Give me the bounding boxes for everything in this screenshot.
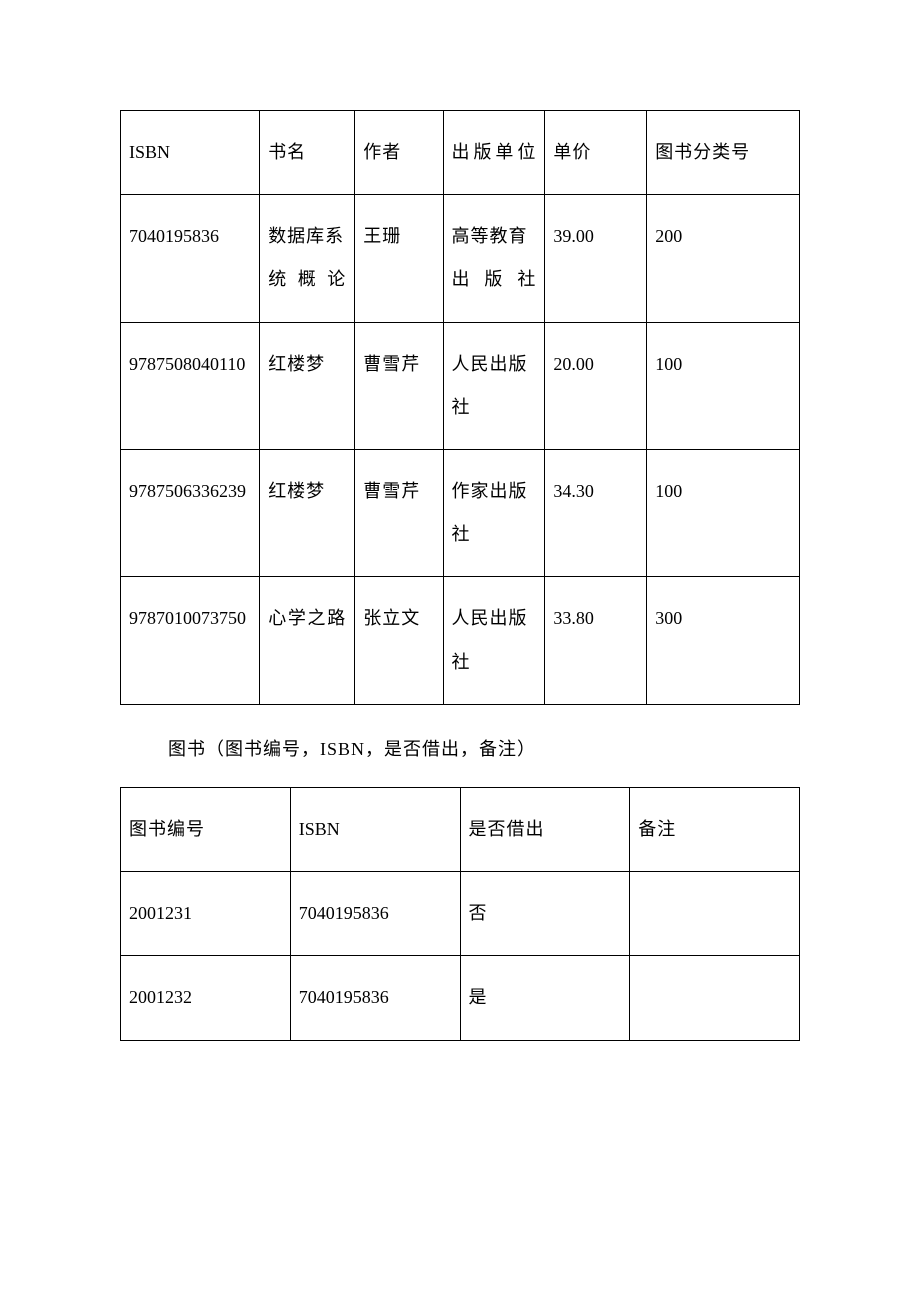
table-row: 9787506336239 红楼梦 曹雪芹 作家出版社 34.30 100 [121,449,800,576]
cell-isbn: 7040195836 [121,195,260,322]
cell-publisher: 人民出版社 [443,577,545,704]
cell-author: 曹雪芹 [355,322,443,449]
cell-category: 200 [647,195,800,322]
cell-author: 王珊 [355,195,443,322]
header-price: 单价 [545,111,647,195]
table-row: 2001231 7040195836 否 [121,872,800,956]
cell-isbn: 7040195836 [290,956,460,1040]
header-lent: 是否借出 [460,788,630,872]
header-title: 书名 [260,111,355,195]
cell-isbn: 7040195836 [290,872,460,956]
cell-price: 34.30 [545,449,647,576]
header-author: 作者 [355,111,443,195]
table-row: 9787010073750 心学之路 张立文 人民出版社 33.80 300 [121,577,800,704]
table-row: 2001232 7040195836 是 [121,956,800,1040]
cell-title: 数据库系统概论 [260,195,355,322]
cell-price: 20.00 [545,322,647,449]
cell-remark [630,872,800,956]
cell-title: 心学之路 [260,577,355,704]
book-inventory-table: 图书编号 ISBN 是否借出 备注 2001231 7040195836 否 2… [120,787,800,1041]
cell-lent: 否 [460,872,630,956]
cell-author: 曹雪芹 [355,449,443,576]
table-row: 9787508040110 红楼梦 曹雪芹 人民出版社 20.00 100 [121,322,800,449]
cell-publisher: 人民出版社 [443,322,545,449]
cell-category: 100 [647,449,800,576]
cell-remark [630,956,800,1040]
cell-isbn: 9787508040110 [121,322,260,449]
table2-caption: 图书（图书编号，ISBN，是否借出，备注） [120,733,800,765]
header-isbn: ISBN [290,788,460,872]
table-row: 7040195836 数据库系统概论 王珊 高等教育出版社 39.00 200 [121,195,800,322]
cell-price: 39.00 [545,195,647,322]
cell-isbn: 9787506336239 [121,449,260,576]
cell-price: 33.80 [545,577,647,704]
cell-publisher: 作家出版社 [443,449,545,576]
header-publisher: 出版单位 [443,111,545,195]
header-category: 图书分类号 [647,111,800,195]
header-book-id: 图书编号 [121,788,291,872]
cell-category: 300 [647,577,800,704]
cell-book-id: 2001231 [121,872,291,956]
cell-isbn: 9787010073750 [121,577,260,704]
cell-lent: 是 [460,956,630,1040]
header-isbn: ISBN [121,111,260,195]
book-catalog-table: ISBN 书名 作者 出版单位 单价 图书分类号 7040195836 数据库系… [120,110,800,705]
cell-publisher: 高等教育出版社 [443,195,545,322]
cell-title: 红楼梦 [260,322,355,449]
table-header-row: 图书编号 ISBN 是否借出 备注 [121,788,800,872]
header-remark: 备注 [630,788,800,872]
cell-title: 红楼梦 [260,449,355,576]
table-header-row: ISBN 书名 作者 出版单位 单价 图书分类号 [121,111,800,195]
cell-book-id: 2001232 [121,956,291,1040]
cell-author: 张立文 [355,577,443,704]
cell-category: 100 [647,322,800,449]
